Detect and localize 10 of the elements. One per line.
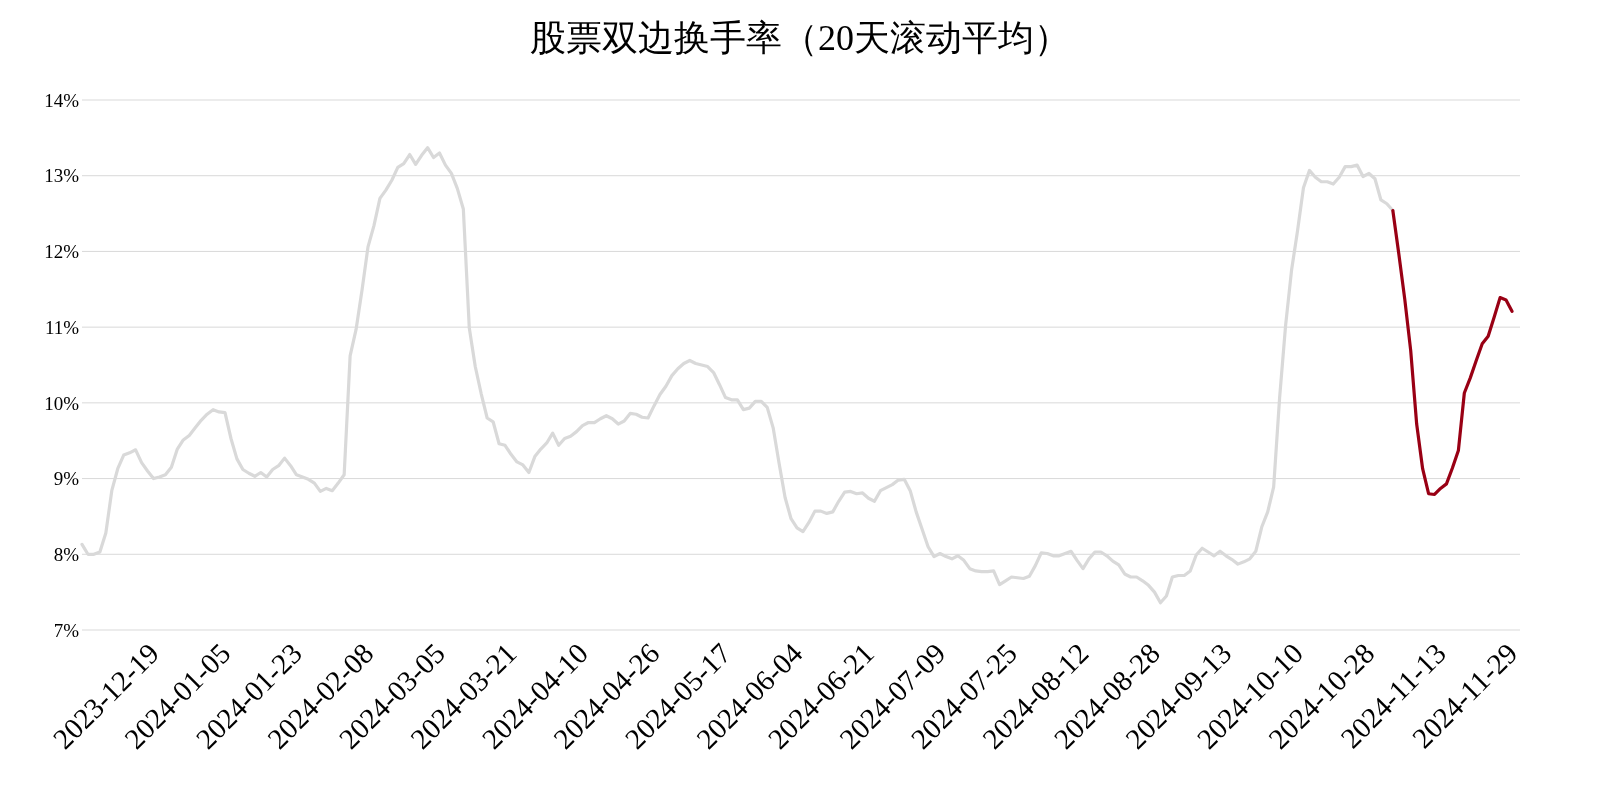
y-tick-label: 9% [53,468,80,490]
y-tick-label: 14% [44,89,80,111]
line-series [1391,208,1514,497]
y-tick-label: 7% [53,619,80,641]
y-tick-label: 10% [44,392,80,414]
y-tick-label: 13% [44,165,80,187]
y-tick-label: 12% [44,241,80,263]
y-tick-label: 8% [53,543,80,565]
y-tick-label: 11% [44,316,80,338]
chart-title: 股票双边换手率（20天滚动平均） [530,18,1070,58]
